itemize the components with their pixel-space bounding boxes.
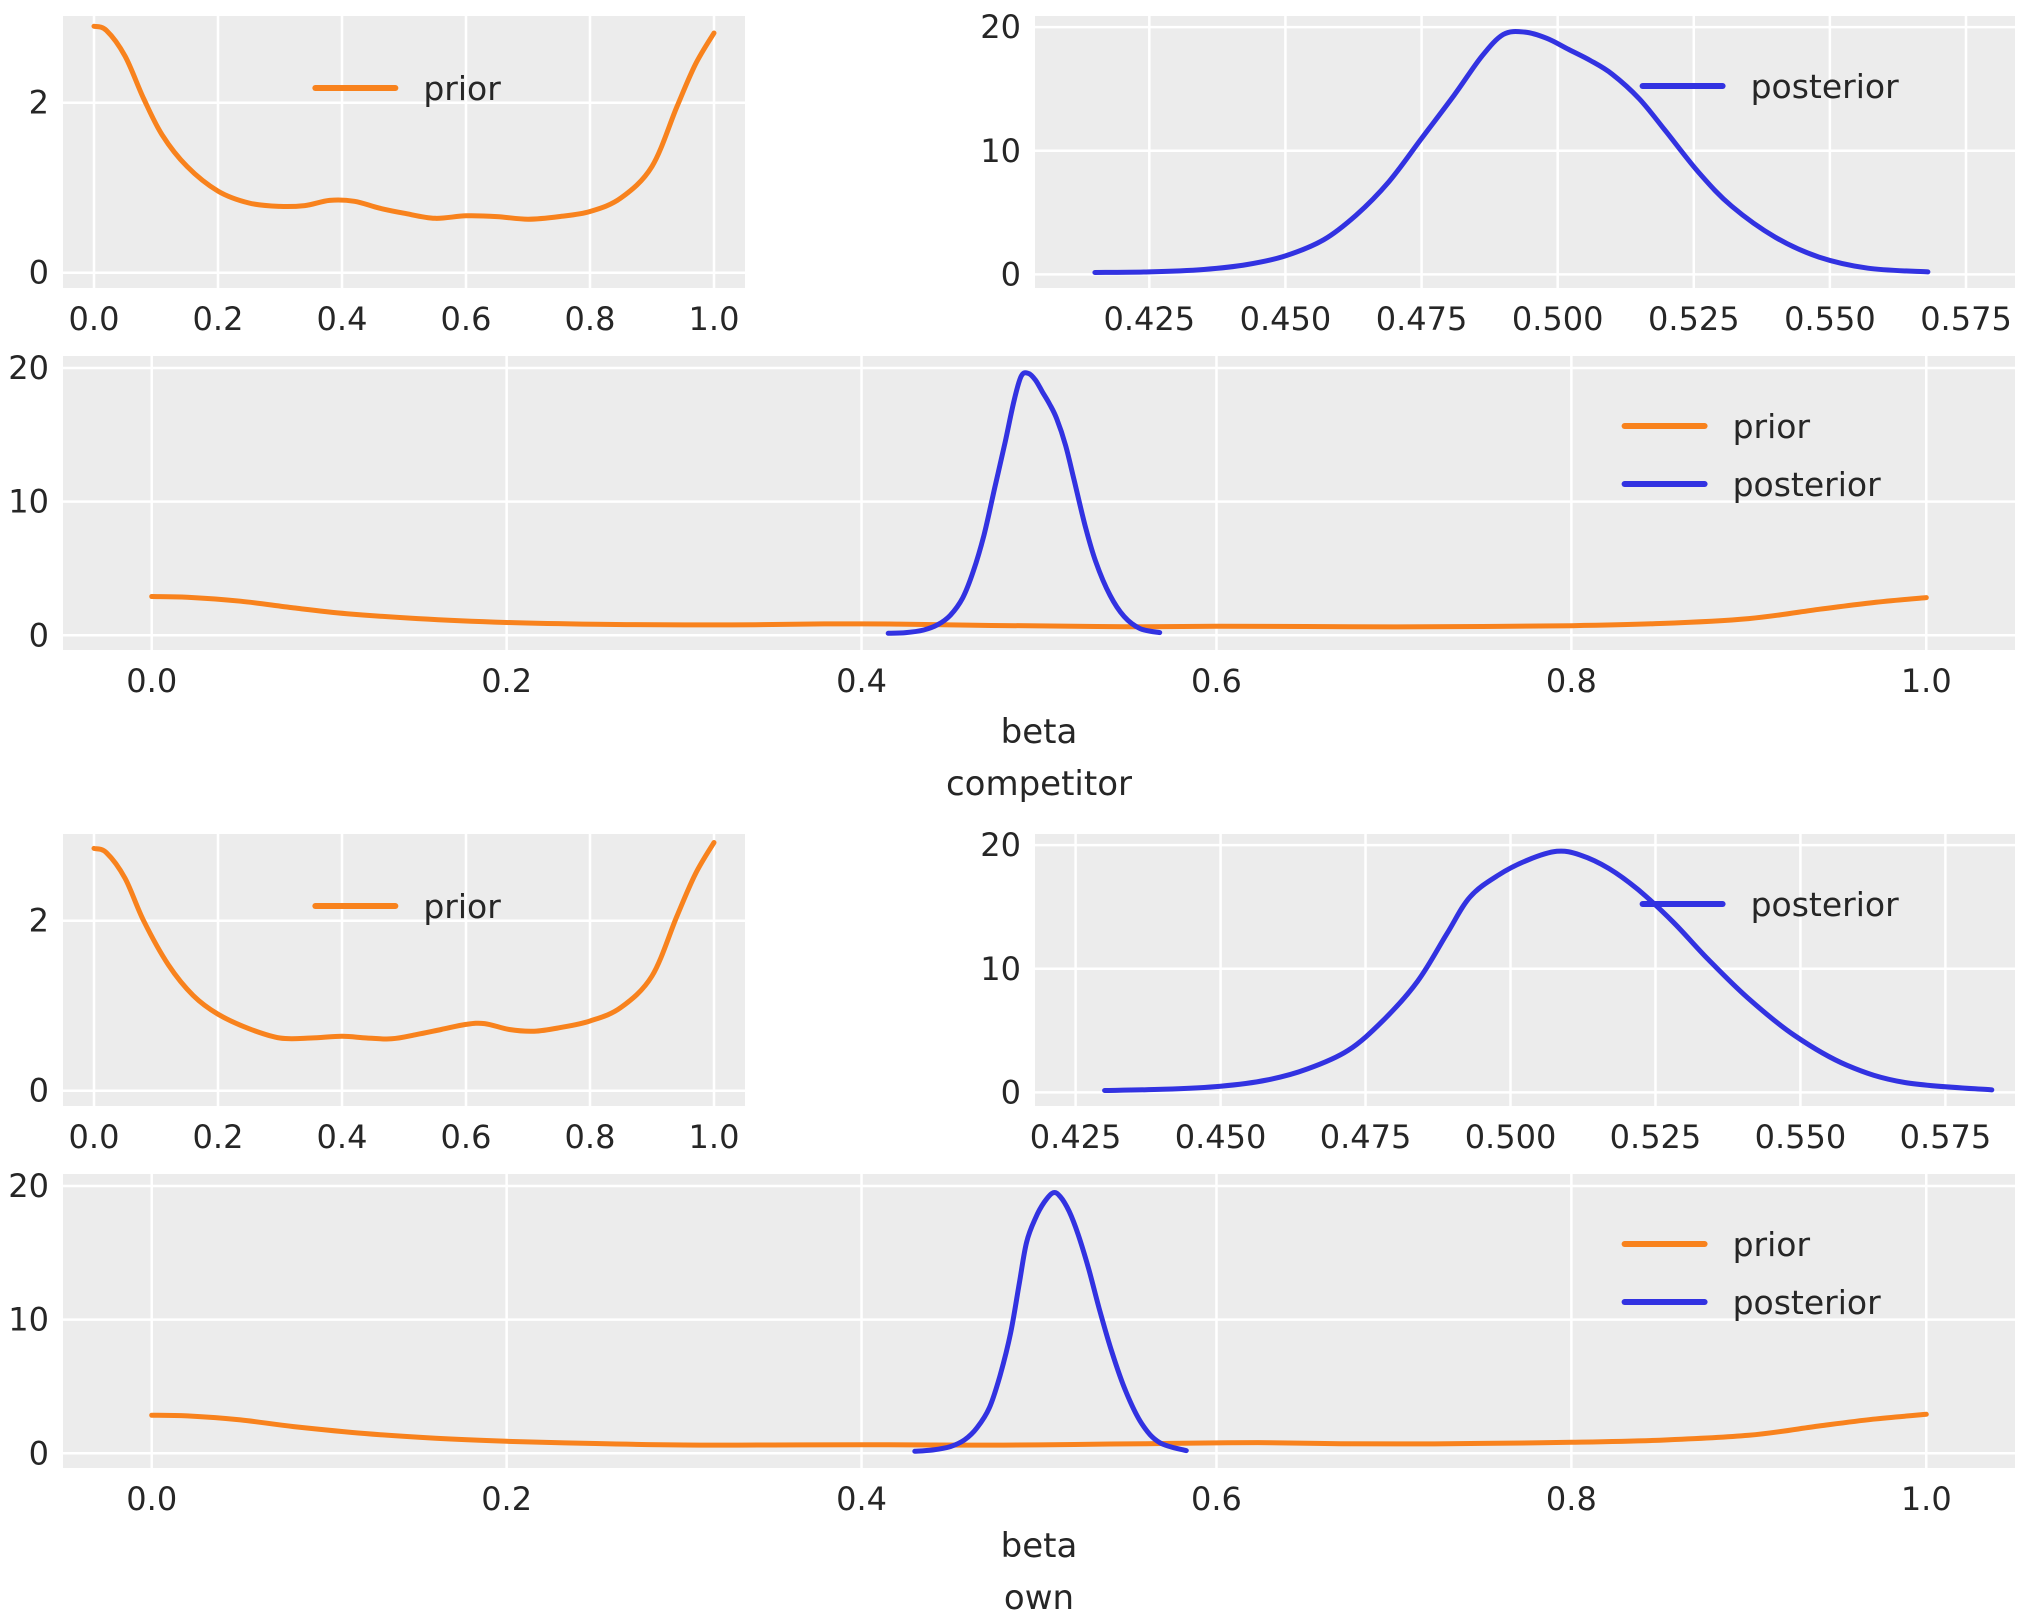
y-tick-label: 20 xyxy=(8,349,49,387)
x-tick-label: 0.4 xyxy=(836,662,887,700)
y-tick-label: 20 xyxy=(980,826,1021,864)
x-tick-label: 0.2 xyxy=(481,662,532,700)
legend-posterior-label: posterior xyxy=(1733,1283,1881,1322)
legend-prior-label: prior xyxy=(1733,1225,1811,1264)
x-tick-label: 0.8 xyxy=(1546,662,1597,700)
x-tick-label: 0.0 xyxy=(69,1118,120,1156)
legend-posterior-label: posterior xyxy=(1733,465,1881,504)
y-tick-label: 10 xyxy=(980,132,1021,170)
x-tick-label: 1.0 xyxy=(689,1118,740,1156)
x-tick-label: 0.500 xyxy=(1465,1118,1557,1156)
y-tick-label: 10 xyxy=(980,950,1021,988)
x-tick-label: 1.0 xyxy=(689,300,740,338)
y-tick-label: 10 xyxy=(8,1301,49,1339)
chart-combined-own: 0.0 0.2 0.4 0.6 0.8 1.0 0 10 20 prior posterior xyxy=(8,1164,2019,1524)
y-tick-label: 0 xyxy=(29,1434,49,1472)
chart-svg-posterior-competitor: 0.425 0.450 0.475 0.500 0.525 0.550 0.575 0 10 20… xyxy=(980,8,2015,338)
y-tick-label: 0 xyxy=(1001,255,1021,293)
x-tick-label: 0.4 xyxy=(836,1480,887,1518)
x-tick-label: 0.2 xyxy=(193,300,244,338)
x-tick-label: 1.0 xyxy=(1901,662,1952,700)
chart-svg-combined-competitor: 0.0 0.2 0.4 0.6 0.8 1.0 0 10 20 prior posterior xyxy=(8,349,2015,700)
x-tick-label: 0.4 xyxy=(317,300,368,338)
x-tick-label: 0.0 xyxy=(126,662,177,700)
x-tick-label: 0.525 xyxy=(1610,1118,1702,1156)
series-posterior-line xyxy=(1092,29,1931,275)
series-prior-line xyxy=(149,1411,1929,1448)
x-tick-label: 0.500 xyxy=(1512,300,1604,338)
x-tick-label: 0.4 xyxy=(317,1118,368,1156)
legend-posterior-label: posterior xyxy=(1751,67,1899,106)
legend-prior-label: prior xyxy=(423,887,501,926)
x-tick-label: 0.2 xyxy=(481,1480,532,1518)
y-tick-label: 20 xyxy=(8,1167,49,1205)
y-tick-label: 10 xyxy=(8,483,49,521)
y-tick-label: 0 xyxy=(1001,1073,1021,1111)
x-tick-label: 0.450 xyxy=(1240,300,1332,338)
x-tick-label: 0.6 xyxy=(441,300,492,338)
x-tick-label: 0.575 xyxy=(1900,1118,1992,1156)
chart-svg-posterior-own: 0.425 0.450 0.475 0.500 0.525 0.550 0.575 0 10 20… xyxy=(980,826,2015,1156)
x-tick-label: 0.475 xyxy=(1376,300,1468,338)
series-prior-line xyxy=(149,594,1929,630)
xlabel-beta-own: beta own xyxy=(63,1520,2015,1623)
series-posterior-line xyxy=(885,370,1163,636)
chart-svg-combined-own: 0.0 0.2 0.4 0.6 0.8 1.0 0 10 20 prior posterior xyxy=(8,1167,2015,1518)
x-tick-label: 0.425 xyxy=(1030,1118,1122,1156)
y-tick-label: 20 xyxy=(980,8,1021,46)
xlabel-line-own: own xyxy=(1003,1578,1075,1618)
series-posterior-line xyxy=(1102,848,1995,1093)
x-tick-label: 0.525 xyxy=(1648,300,1740,338)
x-tick-label: 0.0 xyxy=(69,300,120,338)
chart-posterior-own: 0.425 0.450 0.475 0.500 0.525 0.550 0.575 0 10 20… xyxy=(980,824,2019,1162)
chart-prior-competitor: 0.0 0.2 0.4 0.6 0.8 1.0 0 2 prior xyxy=(8,6,749,344)
series-posterior-line xyxy=(912,1189,1189,1454)
legend-prior-label: prior xyxy=(423,69,501,108)
y-tick-label: 0 xyxy=(29,254,49,292)
x-tick-label: 0.6 xyxy=(1191,662,1242,700)
legend-posterior-label: posterior xyxy=(1751,885,1899,924)
x-tick-label: 0.550 xyxy=(1755,1118,1847,1156)
series-prior-line xyxy=(91,23,717,222)
x-tick-label: 0.0 xyxy=(126,1480,177,1518)
chart-combined-competitor: 0.0 0.2 0.4 0.6 0.8 1.0 0 10 20 prior posterior xyxy=(8,346,2019,706)
xlabel-beta-competitor: beta competitor xyxy=(63,706,2015,810)
y-tick-label: 2 xyxy=(29,902,49,940)
plot-panel xyxy=(63,356,2015,650)
chart-svg-prior-own: 0.0 0.2 0.4 0.6 0.8 1.0 0 2 prior xyxy=(29,834,745,1156)
legend-prior-label: prior xyxy=(1733,407,1811,446)
plot-panel xyxy=(63,834,745,1106)
x-tick-label: 0.475 xyxy=(1320,1118,1412,1156)
x-tick-label: 0.8 xyxy=(1546,1480,1597,1518)
plot-panel xyxy=(63,16,745,288)
x-tick-label: 0.425 xyxy=(1104,300,1196,338)
chart-prior-own: 0.0 0.2 0.4 0.6 0.8 1.0 0 2 prior xyxy=(8,824,749,1162)
x-tick-label: 1.0 xyxy=(1901,1480,1952,1518)
x-tick-label: 0.2 xyxy=(193,1118,244,1156)
chart-posterior-competitor: 0.425 0.450 0.475 0.500 0.525 0.550 0.575 0 10 20… xyxy=(980,6,2019,344)
x-tick-label: 0.8 xyxy=(565,1118,616,1156)
chart-svg-prior-competitor: 0.0 0.2 0.4 0.6 0.8 1.0 0 2 prior xyxy=(29,16,745,338)
xlabel-line-competitor: competitor xyxy=(945,764,1132,804)
y-tick-label: 2 xyxy=(29,84,49,122)
xlabel-line-beta: beta xyxy=(1000,712,1078,752)
x-tick-label: 0.575 xyxy=(1920,300,2012,338)
x-tick-label: 0.550 xyxy=(1784,300,1876,338)
x-tick-label: 0.8 xyxy=(565,300,616,338)
xlabel-line-beta: beta xyxy=(1000,1526,1078,1566)
x-tick-label: 0.6 xyxy=(1191,1480,1242,1518)
x-tick-label: 0.6 xyxy=(441,1118,492,1156)
y-tick-label: 0 xyxy=(29,616,49,654)
series-prior-line xyxy=(91,840,717,1042)
plot-panel xyxy=(63,1174,2015,1468)
x-tick-label: 0.450 xyxy=(1175,1118,1267,1156)
y-tick-label: 0 xyxy=(29,1072,49,1110)
